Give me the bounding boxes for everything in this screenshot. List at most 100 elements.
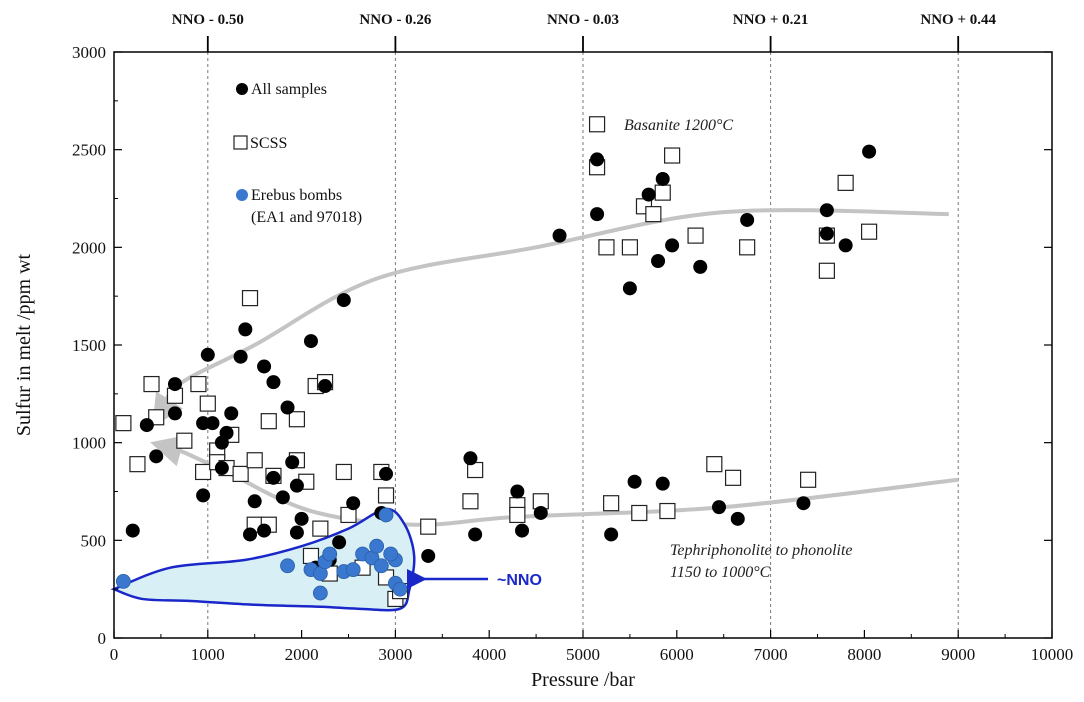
all-samples-point <box>125 523 140 538</box>
scss-point <box>631 504 648 522</box>
all-samples-point <box>224 406 239 421</box>
scss-point <box>739 239 756 256</box>
scss-point <box>176 432 193 449</box>
scss-point <box>509 506 526 524</box>
scss-point <box>706 456 723 473</box>
scss-point <box>654 184 671 201</box>
all-samples-point <box>303 334 318 349</box>
y-tick-label: 0 <box>98 629 107 648</box>
all-samples-point <box>712 500 727 515</box>
legend-marker-all-samples <box>236 83 248 95</box>
y-tick-label: 1000 <box>72 434 106 453</box>
erebus-point <box>345 562 361 578</box>
scss-point <box>818 262 835 279</box>
all-samples-point <box>275 490 290 505</box>
all-samples-point <box>243 527 258 542</box>
y-tick-label: 3000 <box>72 43 106 62</box>
all-samples-point <box>590 152 605 167</box>
scss-point <box>800 471 817 488</box>
scss-point <box>462 493 479 510</box>
legend-marker-scss <box>233 135 248 150</box>
erebus-point <box>280 558 295 574</box>
all-samples-point <box>819 203 834 218</box>
basanite-trend-arrow <box>152 208 949 427</box>
x-tick-label: 2000 <box>285 645 319 664</box>
erebus-point <box>378 507 394 523</box>
scss-point <box>288 411 306 428</box>
all-samples-point <box>280 400 295 415</box>
scss-point <box>190 375 207 393</box>
all-samples-point <box>266 470 281 485</box>
legend-label-erebus-sub: (EA1 and 97018) <box>251 209 362 226</box>
all-samples-point <box>233 349 248 364</box>
all-samples-point <box>862 144 877 159</box>
all-samples-point <box>289 478 304 493</box>
top-axis-label: NNO + 0.21 <box>733 12 809 28</box>
scss-point <box>645 206 662 223</box>
scss-point <box>115 415 132 432</box>
scss-point <box>420 518 437 535</box>
basanite-label: Basanite 1200°C <box>624 117 733 134</box>
trend-curves <box>150 208 959 527</box>
x-axis-title: Pressure /bar <box>531 669 635 691</box>
all-samples-point <box>294 511 309 526</box>
y-tick-label: 2500 <box>72 141 106 160</box>
annotations: Basanite 1200°C Tephriphonolite to phonol… <box>407 117 853 589</box>
scss-point <box>232 465 249 483</box>
all-samples-point <box>214 461 229 476</box>
all-samples-point <box>167 377 182 392</box>
axis-ticks: 0 1000 2000 3000 4000 5000 6000 7000 8000 9000 100… <box>72 12 1073 664</box>
scss-point <box>664 147 681 164</box>
legend-marker-erebus <box>236 189 248 201</box>
all-samples-point <box>346 496 361 511</box>
all-samples-point <box>167 406 182 421</box>
all-samples-point <box>552 228 567 243</box>
scss-point <box>312 520 329 537</box>
series-all-samples <box>125 144 877 575</box>
scss-point <box>241 290 259 307</box>
all-samples-point <box>515 523 530 538</box>
scss-point <box>837 174 854 191</box>
all-samples-point <box>655 171 670 186</box>
erebus-point <box>369 538 385 554</box>
x-tick-label: 9000 <box>941 645 975 664</box>
all-samples-point <box>257 523 272 538</box>
all-samples-point <box>336 293 351 308</box>
all-samples-point <box>266 375 281 390</box>
top-axis-label: NNO - 0.50 <box>172 12 244 28</box>
all-samples-point <box>819 226 834 241</box>
x-tick-label: 8000 <box>847 645 881 664</box>
all-samples-point <box>510 484 525 499</box>
x-tick-label: 0 <box>110 645 119 664</box>
erebus-point <box>322 546 338 562</box>
erebus-point <box>392 581 408 597</box>
all-samples-point <box>468 527 483 542</box>
all-samples-point <box>655 476 670 491</box>
scss-point <box>246 452 263 469</box>
all-samples-point <box>651 254 666 269</box>
all-samples-point <box>219 425 234 440</box>
all-samples-point <box>205 416 220 431</box>
all-samples-point <box>421 548 436 563</box>
all-samples-point <box>796 496 811 511</box>
legend: All samples SCSS Erebus bombs (EA1 and 9701… <box>233 81 362 226</box>
x-tick-label: 4000 <box>472 645 506 664</box>
scss-point <box>377 487 395 504</box>
x-tick-label: 5000 <box>566 645 600 664</box>
all-samples-point <box>139 418 154 433</box>
all-samples-point <box>641 187 656 202</box>
y-axis-title: Sulfur in melt /ppm wt <box>13 253 35 436</box>
legend-label-scss: SCSS <box>250 135 287 152</box>
x-tick-label: 6000 <box>660 645 694 664</box>
erebus-point <box>312 585 328 601</box>
erebus-point <box>373 558 389 574</box>
scss-point <box>143 375 160 393</box>
y-tick-label: 1500 <box>72 336 106 355</box>
scss-point <box>860 223 878 240</box>
all-samples-point <box>149 449 164 464</box>
scss-point <box>687 227 704 244</box>
all-samples-point <box>604 527 619 542</box>
all-samples-point <box>257 359 272 374</box>
scss-point <box>598 239 615 256</box>
